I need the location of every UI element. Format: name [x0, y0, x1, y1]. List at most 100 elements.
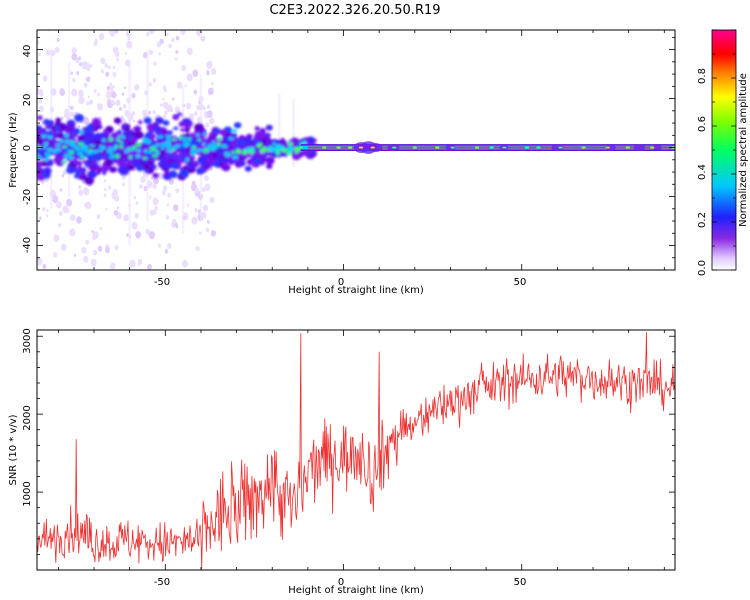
spectral-speck: [168, 43, 172, 49]
spectral-speck: [204, 175, 209, 182]
spectral-speck: [128, 204, 131, 208]
spectral-speck: [59, 188, 63, 192]
spectral-blob: [186, 166, 191, 171]
spectral-island: [80, 142, 85, 147]
spectral-speck: [188, 303, 191, 306]
carrier-fleck: [412, 146, 417, 149]
spectral-speck: [157, 172, 164, 180]
spectral-speck: [182, 104, 186, 108]
spectral-island: [88, 149, 93, 152]
spectral-blob: [113, 117, 122, 124]
spectral-island: [230, 150, 237, 154]
spectral-speck: [86, 277, 90, 282]
spectral-speck: [184, 84, 187, 87]
spectral-blob: [82, 160, 87, 164]
spectral-blob: [105, 158, 114, 166]
spectral-blob: [98, 125, 103, 129]
spectral-speck: [161, 190, 166, 196]
carrier-fleck: [581, 146, 586, 149]
spectral-speck: [71, 47, 77, 54]
carrier-fleck: [370, 146, 375, 149]
spectral-speck: [139, 184, 143, 189]
bot-xtick-50: 50: [514, 577, 527, 588]
spectral-island: [224, 154, 230, 158]
spectral-blob: [178, 121, 186, 127]
spectral-speck: [58, 211, 63, 217]
spectral-island: [221, 144, 228, 148]
spectral-speck: [162, 97, 165, 101]
spectral-speck: [83, 255, 89, 263]
spectral-blob: [260, 139, 267, 145]
spectral-island: [205, 147, 209, 151]
spectral-speck: [118, 107, 122, 111]
carrier-bump: [652, 145, 663, 150]
spectral-speck: [107, 185, 112, 190]
spectral-speck: [42, 75, 48, 82]
spectral-speck: [49, 106, 55, 113]
spectral-blob: [69, 167, 76, 174]
spectral-speck: [205, 227, 210, 233]
spectral-speck: [182, 215, 186, 220]
spectral-speck: [140, 175, 146, 183]
spectral-speck: [148, 82, 152, 87]
spectral-blob: [41, 160, 48, 167]
spectral-island: [119, 141, 123, 144]
spectral-island: [108, 150, 114, 154]
spectral-speck: [87, 95, 90, 99]
spectral-speck: [124, 10, 128, 16]
spectral-island: [275, 150, 280, 156]
spectral-speck: [63, 311, 66, 315]
spectral-speck: [163, 114, 167, 118]
spectral-island: [270, 147, 277, 153]
spectral-island: [135, 154, 141, 159]
spectral-blob: [179, 169, 189, 178]
spectral-speck: [147, 264, 152, 270]
spectral-blob: [50, 142, 56, 147]
colorbar-tick-0.6: 0.6: [697, 116, 708, 132]
spectral-blob: [230, 141, 237, 148]
spectral-island: [91, 150, 99, 154]
spectral-speck: [103, 179, 107, 183]
spectral-speck: [193, 111, 198, 116]
spectral-island: [223, 151, 230, 156]
spectral-speck: [93, 88, 97, 93]
spectral-island: [183, 138, 187, 143]
spectral-island: [44, 152, 49, 155]
spectrogram-carrier-layer: [298, 141, 675, 154]
spectral-blob: [88, 132, 96, 140]
spectral-speck: [77, 303, 79, 306]
spectral-speck: [191, 180, 196, 186]
spectral-speck: [84, 280, 88, 285]
colorbar-gradient: [711, 29, 737, 271]
spectral-speck: [42, 344, 46, 349]
top-ytick-neg20: -20: [22, 189, 33, 205]
spectral-island: [114, 144, 119, 149]
spectral-speck: [137, 262, 141, 266]
spectral-blob: [295, 138, 300, 143]
spectral-speck: [60, 116, 64, 120]
carrier-fleck: [435, 146, 440, 149]
spectral-speck: [181, 259, 188, 268]
spectral-speck: [185, 278, 190, 284]
spectral-speck: [38, 88, 44, 96]
spectral-blob: [173, 126, 178, 131]
spectral-blob: [77, 134, 85, 142]
spectral-blob: [37, 161, 42, 168]
spectral-island: [101, 138, 106, 143]
spectral-island: [64, 133, 69, 138]
colorbar-tick-0.4: 0.4: [697, 164, 708, 180]
spectral-island: [166, 136, 171, 141]
spectral-speck: [64, 108, 70, 116]
spectral-speck: [112, 71, 117, 77]
spectral-speck: [211, 81, 214, 86]
spectral-blob: [197, 160, 202, 164]
spectral-speck: [113, 209, 119, 216]
spectral-blob: [103, 130, 111, 136]
spectral-blob: [177, 112, 182, 116]
spectral-speck: [100, 69, 105, 74]
spectral-island: [166, 145, 172, 149]
spectral-island: [151, 154, 159, 158]
spectral-speck: [106, 85, 111, 91]
spectral-speck: [114, 245, 119, 251]
spectral-island: [43, 146, 47, 150]
